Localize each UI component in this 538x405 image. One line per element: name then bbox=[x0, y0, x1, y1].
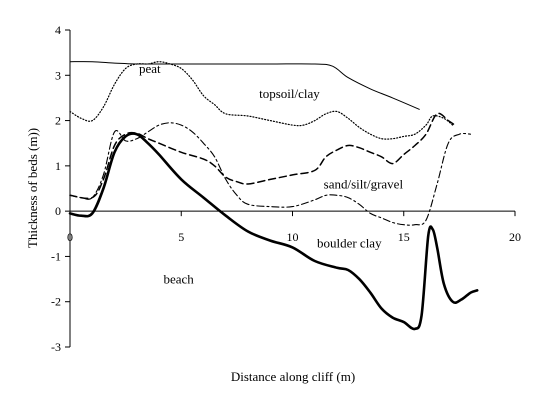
x-tick-label: 0 bbox=[67, 230, 73, 244]
annotation-label: boulder clay bbox=[317, 235, 382, 250]
annotation-label: peat bbox=[139, 61, 161, 76]
series-line-dashed bbox=[69, 112, 456, 200]
y-tick-label: 1 bbox=[55, 159, 61, 173]
axes-layer: -3 -2 -1 0 1 2 3 4 0 5 10 15 20 bbox=[51, 23, 521, 354]
annotation-label: sand/silt/gravel bbox=[324, 177, 404, 192]
y-tick-label: 3 bbox=[55, 68, 61, 82]
y-tick-label: -3 bbox=[51, 340, 61, 354]
series-line-dash-dot bbox=[69, 122, 472, 226]
x-tick-label: 15 bbox=[398, 230, 410, 244]
y-axis-label: Thickness of beds (m)) bbox=[25, 128, 40, 248]
y-tick-label: -1 bbox=[51, 249, 61, 263]
annotation-label: topsoil/clay bbox=[259, 86, 320, 101]
annotation-label: beach bbox=[163, 272, 194, 287]
x-tick-label: 10 bbox=[287, 230, 299, 244]
y-tick-label: 4 bbox=[55, 23, 61, 37]
y-tick-label: 0 bbox=[55, 204, 61, 218]
series-line-solid-thick bbox=[68, 132, 479, 331]
x-tick-label: 5 bbox=[178, 230, 184, 244]
series-line-solid-thin bbox=[69, 61, 420, 110]
x-axis-label: Distance along cliff (m) bbox=[231, 369, 355, 384]
series-layer bbox=[68, 61, 479, 331]
y-tick-label: -2 bbox=[51, 295, 61, 309]
y-tick-label: 2 bbox=[55, 114, 61, 128]
series-line-dotted bbox=[69, 61, 454, 140]
x-tick-label: 20 bbox=[509, 230, 521, 244]
annotation-layer: peat topsoil/clay sand/silt/gravel boulder … bbox=[139, 61, 403, 287]
